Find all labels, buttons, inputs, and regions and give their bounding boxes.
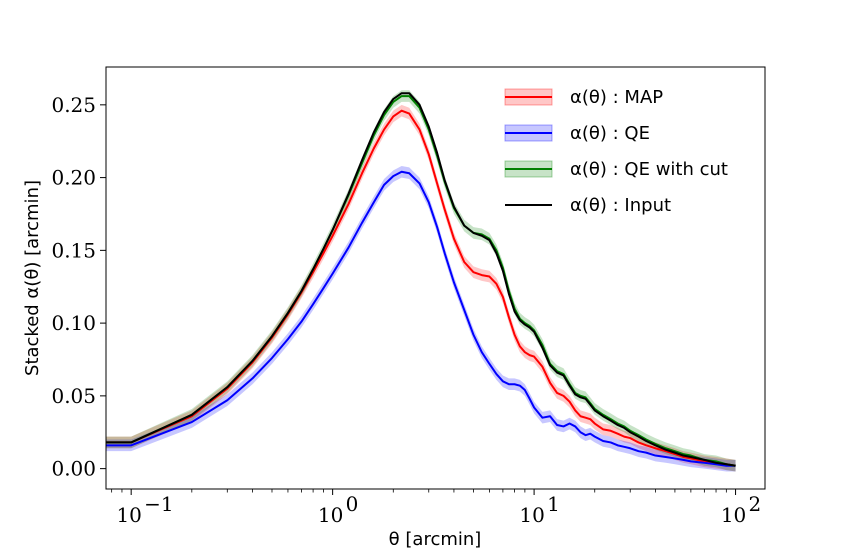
y-tick-label: 0.15	[51, 238, 96, 262]
y-tick-label: 0.20	[51, 166, 96, 190]
line-qe	[106, 170, 736, 467]
y-axis-ticks: 0.00 0.05 0.10 0.15 0.20 0.25	[51, 93, 106, 481]
x-tick-label: 10	[318, 503, 343, 527]
y-axis-label: Stacked α(θ) [arcmin]	[22, 180, 43, 376]
x-tick-exponent: 0	[346, 492, 359, 516]
x-tick-exponent: 2	[749, 492, 762, 516]
x-tick-exponent: −1	[144, 492, 173, 516]
x-tick-label: 10	[721, 503, 746, 527]
y-tick-label: 0.10	[51, 311, 96, 335]
x-tick-label: 10	[519, 503, 544, 527]
x-tick-label: 10	[116, 503, 141, 527]
legend: α(θ) : MAP α(θ) : QE α(θ) : QE with cut α(θ…	[504, 87, 728, 216]
x-axis-ticks: 10 −1 10 0 10 1 10 2	[111, 489, 762, 527]
x-tick-exponent: 1	[547, 492, 560, 516]
legend-item-qe-with-cut: α(θ) : QE with cut	[504, 159, 728, 180]
line-map	[106, 109, 736, 467]
series-lines	[106, 92, 736, 467]
legend-label: α(θ) : QE with cut	[570, 159, 728, 180]
legend-label: α(θ) : MAP	[570, 87, 663, 108]
x-axis-label: θ [arcmin]	[389, 529, 482, 550]
y-tick-label: 0.05	[51, 384, 96, 408]
line-input	[106, 92, 736, 467]
legend-label: α(θ) : QE	[570, 123, 650, 144]
legend-label: α(θ) : Input	[570, 195, 671, 216]
legend-item-input: α(θ) : Input	[505, 195, 671, 216]
legend-item-map: α(θ) : MAP	[504, 87, 663, 108]
y-tick-label: 0.00	[51, 457, 96, 481]
legend-item-qe: α(θ) : QE	[504, 123, 650, 144]
plot-frame	[105, 66, 766, 490]
y-tick-label: 0.25	[51, 93, 96, 117]
